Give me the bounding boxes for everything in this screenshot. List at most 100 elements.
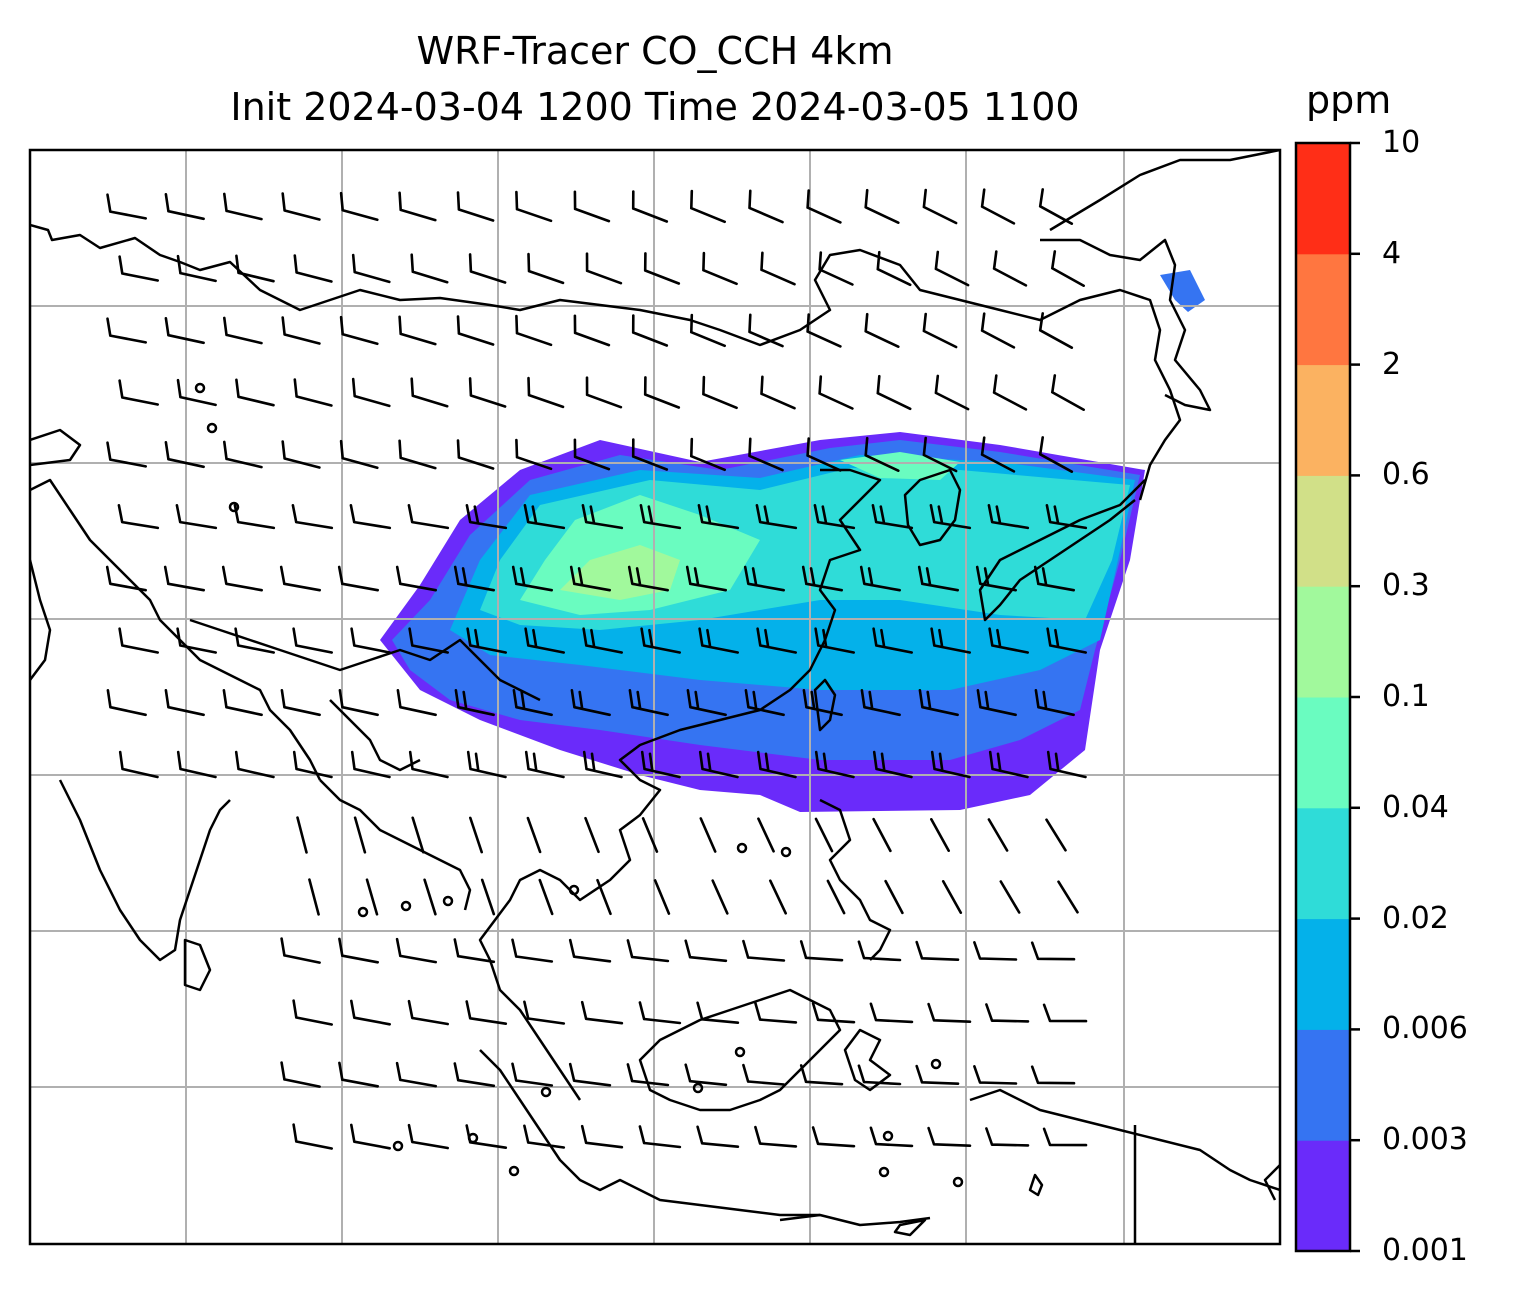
wind-barb	[106, 193, 147, 220]
wind-barb	[308, 878, 320, 916]
wind-barb	[117, 504, 160, 530]
wind-barb	[927, 1126, 972, 1147]
wind-barb	[806, 313, 842, 348]
wind-barb	[407, 504, 450, 530]
gridlines	[30, 150, 1280, 1244]
wind-barb	[626, 1063, 670, 1087]
wind-barb	[480, 878, 496, 916]
wind-barb	[292, 1123, 333, 1150]
wind-barb	[350, 999, 391, 1026]
wind-barb	[628, 689, 669, 717]
wind-barb	[922, 436, 958, 473]
wind-barb	[234, 627, 275, 654]
wind-barb	[523, 504, 566, 530]
wind-barb	[410, 253, 449, 284]
wind-barb	[573, 190, 611, 223]
wind-barb	[527, 252, 565, 285]
coastlines	[30, 150, 1280, 1244]
wind-barb	[569, 565, 611, 592]
wind-barb	[292, 750, 333, 779]
wind-barb	[423, 878, 437, 916]
wind-barb	[934, 374, 970, 411]
wind-barb	[1038, 188, 1074, 225]
wind-barb	[760, 375, 796, 410]
wind-barb	[980, 188, 1016, 225]
wind-barb	[106, 317, 147, 344]
wind-barb	[456, 191, 495, 222]
wind-barb	[585, 376, 623, 409]
wind-barb	[1045, 504, 1088, 530]
wind-barb	[163, 565, 205, 592]
wind-barb	[988, 627, 1029, 654]
wind-barb	[876, 374, 912, 411]
wind-barb	[927, 1002, 972, 1023]
wind-barb	[339, 191, 379, 222]
wind-barb	[859, 565, 901, 592]
wind-barb	[398, 439, 437, 470]
wind-barb	[697, 504, 740, 530]
wind-barb	[581, 504, 624, 530]
wind-barb	[684, 1063, 728, 1087]
wind-barb	[806, 189, 842, 224]
wind-barb	[631, 314, 669, 347]
wind-barb	[292, 999, 333, 1026]
wind-barb	[742, 1063, 786, 1086]
wind-barb	[568, 1062, 612, 1087]
wind-barb	[1046, 627, 1087, 654]
wind-barb	[742, 939, 786, 962]
wind-barb	[164, 317, 205, 345]
wind-barb	[975, 565, 1017, 592]
wind-barb	[814, 817, 834, 853]
wind-barb	[1051, 250, 1085, 287]
wind-barb	[466, 750, 507, 779]
wind-barb	[106, 441, 147, 468]
wind-barb	[118, 255, 159, 282]
wind-barb	[398, 191, 437, 222]
wind-barb	[292, 627, 333, 654]
colorbar-tick-label: 4	[1382, 235, 1402, 271]
colorbar-tick-label: 0.003	[1382, 1122, 1468, 1158]
wind-barb	[744, 689, 785, 717]
wind-barb	[580, 1000, 624, 1025]
wind-barb	[351, 253, 391, 284]
wind-barb	[515, 190, 553, 223]
wind-barb	[395, 937, 437, 964]
wind-barb	[915, 940, 960, 961]
wind-barb	[349, 504, 392, 530]
wind-barb	[686, 689, 727, 717]
wind-barb	[980, 312, 1016, 349]
wind-barb	[857, 1064, 902, 1086]
colorbar-tick-label: 0.1	[1382, 679, 1430, 714]
wind-barb	[164, 193, 205, 221]
colorbar-segment	[1296, 253, 1350, 366]
wind-barb	[515, 438, 553, 471]
wind-barb	[1030, 941, 1076, 961]
wind-barb	[279, 565, 321, 592]
wind-barb	[1057, 880, 1079, 914]
wind-barb	[465, 1000, 508, 1025]
wind-barb	[869, 1002, 914, 1024]
wind-barb	[293, 254, 333, 283]
wind-barb	[748, 313, 784, 348]
wind-barb	[235, 378, 275, 407]
wind-barb	[690, 189, 726, 224]
wind-barb	[398, 315, 437, 346]
wind-barb	[1046, 750, 1087, 779]
wind-barb	[105, 565, 147, 592]
wind-barb	[573, 314, 611, 347]
wind-barb	[801, 565, 843, 592]
wind-barb	[573, 438, 611, 471]
wind-barb	[641, 817, 659, 853]
colorbar	[1294, 141, 1360, 1253]
wind-barb	[164, 441, 205, 469]
wind-barb	[106, 689, 147, 717]
wind-barb	[570, 689, 611, 717]
wind-barb	[915, 1064, 960, 1085]
wind-barb	[512, 689, 553, 717]
wind-barb	[118, 379, 159, 406]
wind-barb	[1045, 818, 1067, 852]
wind-barb	[339, 439, 379, 470]
wind-barb	[976, 689, 1017, 717]
wind-barb	[584, 816, 600, 854]
